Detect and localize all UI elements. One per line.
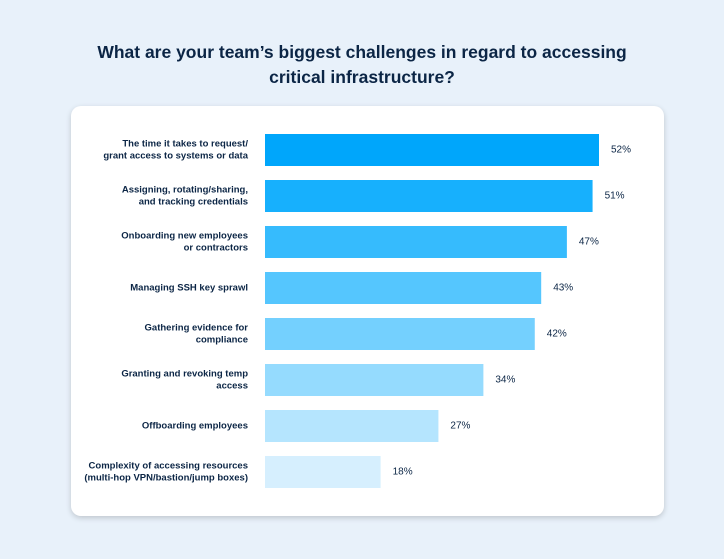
- category-label: or contractors: [184, 243, 248, 254]
- chart-title: What are your team’s biggest challenges …: [97, 42, 627, 87]
- category-label: and tracking credentials: [139, 197, 248, 208]
- category-label: Granting and revoking temp: [121, 369, 248, 380]
- value-label: 34%: [495, 375, 515, 386]
- value-label: 52%: [611, 145, 631, 156]
- category-label: grant access to systems or data: [103, 151, 248, 162]
- value-label: 18%: [393, 467, 413, 478]
- category-label: compliance: [196, 335, 248, 346]
- bar: [265, 410, 439, 442]
- category-label: Gathering evidence for: [145, 323, 249, 334]
- bar: [265, 180, 593, 212]
- bar: [265, 456, 381, 488]
- category-label: Offboarding employees: [142, 421, 248, 432]
- category-label: access: [216, 381, 248, 392]
- chart-card: [71, 106, 664, 516]
- value-label: 47%: [579, 237, 599, 248]
- category-label: (multi-hop VPN/bastion/jump boxes): [84, 473, 248, 484]
- bar: [265, 272, 542, 304]
- category-label: Managing SSH key sprawl: [130, 283, 248, 294]
- category-label: Onboarding new employees: [121, 231, 248, 242]
- value-label: 43%: [553, 283, 573, 294]
- value-label: 27%: [450, 421, 470, 432]
- bar: [265, 318, 535, 350]
- bar: [265, 364, 484, 396]
- category-label: Complexity of accessing resources: [89, 461, 248, 472]
- bar: [265, 134, 599, 166]
- value-label: 42%: [547, 329, 567, 340]
- value-label: 51%: [605, 191, 625, 202]
- bar: [265, 226, 567, 258]
- category-label: The time it takes to request/: [122, 139, 248, 150]
- category-label: Assigning, rotating/sharing,: [122, 185, 248, 196]
